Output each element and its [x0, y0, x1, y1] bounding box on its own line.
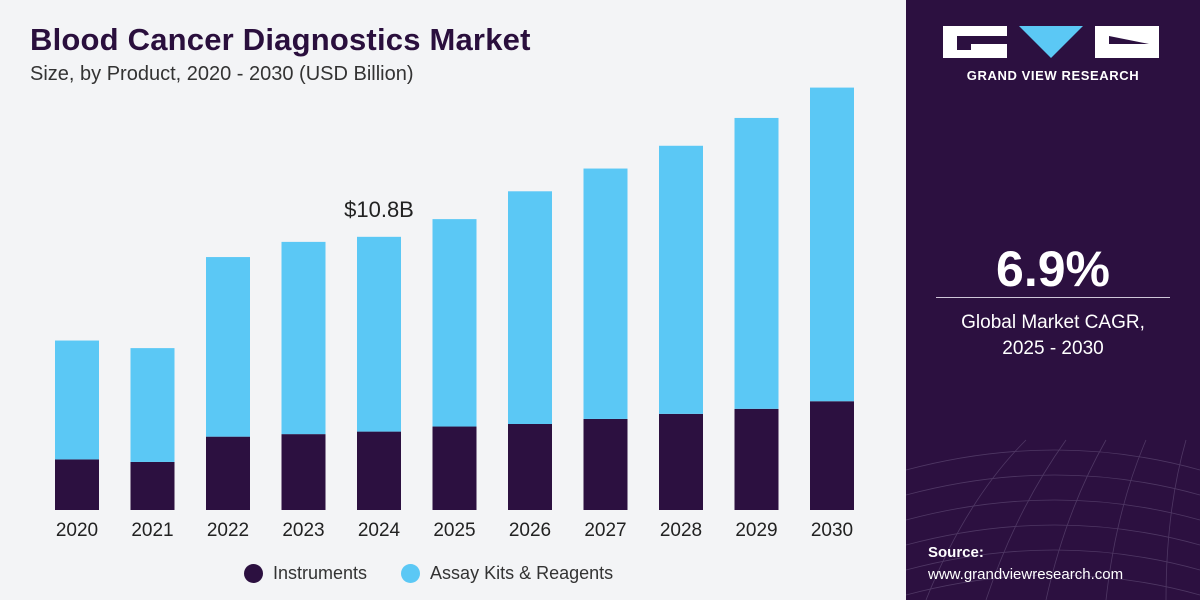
- cagr-divider: [936, 297, 1170, 298]
- x-tick-label-2024: 2024: [358, 520, 401, 541]
- x-tick-label-2023: 2023: [282, 520, 324, 541]
- bar-instruments-2029: [734, 408, 779, 510]
- bar-chart: 2020 2021 2022 2023 2024 $10.8B 2025 2026 2027 20…: [55, 87, 854, 541]
- bar-assay-kits-2020: [55, 340, 99, 460]
- sidebar-panel: GRAND VIEW RESEARCH 6.9% Global Market C…: [906, 0, 1200, 600]
- bar-assay-kits-2027: [583, 168, 628, 419]
- grand-view-research-logo: [943, 26, 1159, 58]
- wireframe-globe-decoration: [906, 439, 1200, 600]
- legend-label-assay-kits: Assay Kits & Reagents: [430, 563, 614, 583]
- x-tick-label-2022: 2022: [207, 520, 249, 541]
- chart-legend: Instruments Assay Kits & Reagents: [244, 563, 647, 584]
- x-tick-label-2026: 2026: [509, 520, 551, 541]
- x-tick-label-2030: 2030: [811, 520, 853, 541]
- bar-instruments-2028: [659, 413, 703, 510]
- bar-assay-kits-2028: [659, 145, 703, 414]
- data-label-2024: $10.8B: [344, 197, 414, 222]
- legend-swatch-assay-kits: [401, 564, 421, 583]
- bar-instruments-2025: [432, 426, 477, 510]
- x-tick-label-2029: 2029: [735, 520, 777, 541]
- cagr-value: 6.9%: [996, 241, 1110, 297]
- bar-assay-kits-2024: [357, 236, 401, 432]
- bar-instruments-2023: [281, 434, 326, 510]
- bar-assay-kits-2023: [281, 241, 326, 435]
- bar-instruments-2027: [583, 418, 628, 510]
- bar-instruments-2021: [130, 461, 175, 510]
- cagr-label-line2: 2025 - 2030: [1002, 338, 1104, 359]
- page-title: Blood Cancer Diagnostics Market: [30, 22, 531, 57]
- bar-assay-kits-2021: [130, 348, 175, 462]
- bar-instruments-2026: [508, 424, 552, 510]
- bar-instruments-2020: [55, 459, 99, 510]
- x-tick-label-2025: 2025: [433, 520, 475, 541]
- bar-assay-kits-2029: [734, 117, 779, 409]
- bar-assay-kits-2030: [810, 87, 854, 402]
- cagr-label-line1: Global Market CAGR,: [961, 312, 1145, 333]
- bar-instruments-2022: [206, 436, 250, 510]
- legend-item-assay-kits: Assay Kits & Reagents: [401, 563, 613, 584]
- x-tick-label-2020: 2020: [56, 520, 98, 541]
- legend-label-instruments: Instruments: [273, 563, 368, 583]
- source-heading: Source:: [928, 544, 984, 561]
- source-link[interactable]: www.grandviewresearch.com: [928, 566, 1124, 583]
- bar-instruments-2024: [357, 431, 401, 510]
- bar-assay-kits-2022: [206, 257, 250, 437]
- x-tick-label-2027: 2027: [584, 520, 626, 541]
- bar-instruments-2030: [810, 401, 854, 510]
- legend-swatch-instruments: [244, 564, 263, 583]
- cagr-label: Global Market CAGR, 2025 - 2030: [906, 310, 1200, 362]
- brand-name: GRAND VIEW RESEARCH: [966, 68, 1140, 83]
- bar-assay-kits-2026: [508, 191, 552, 424]
- page-subtitle: Size, by Product, 2020 - 2030 (USD Billi…: [30, 63, 414, 85]
- x-tick-label-2021: 2021: [131, 520, 173, 541]
- x-tick-label-2028: 2028: [660, 520, 702, 541]
- bar-assay-kits-2025: [432, 219, 477, 427]
- legend-item-instruments: Instruments: [244, 563, 367, 584]
